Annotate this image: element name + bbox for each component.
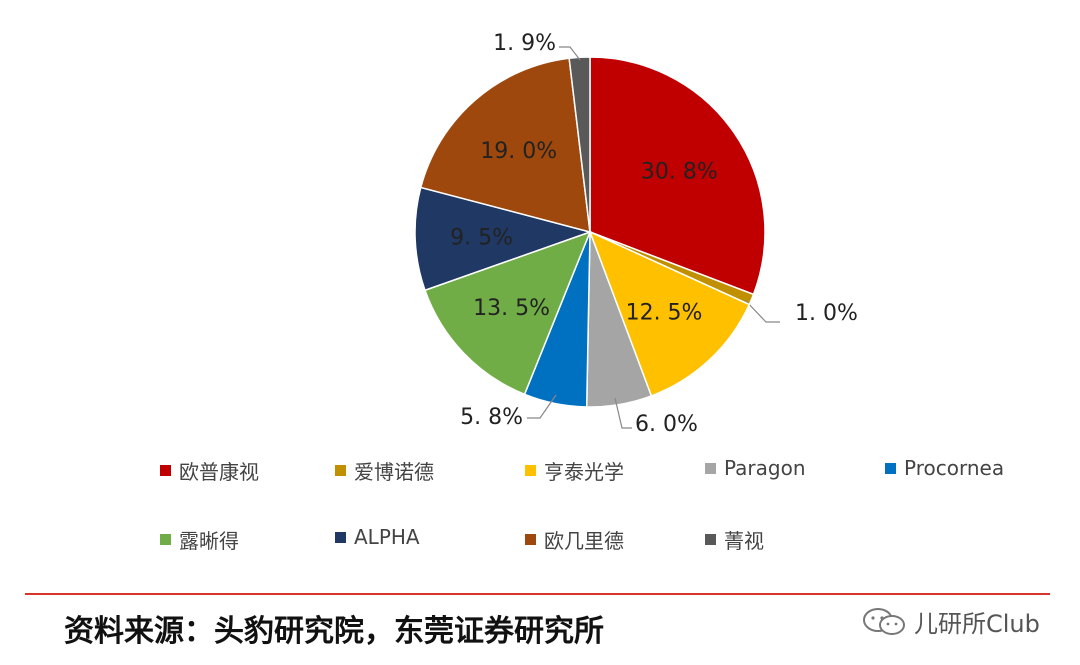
legend-label: 欧普康视: [179, 460, 259, 484]
slice-label-7: 9. 5%: [450, 225, 513, 250]
pie-slice-6: [424, 230, 592, 396]
pie-slice-7: [414, 186, 593, 292]
legend-item: 露晰得: [160, 525, 239, 554]
slice-label-9: 1. 9%: [493, 31, 556, 56]
pie-slice-1: [589, 56, 766, 296]
legend-item: 欧几里德: [525, 525, 624, 554]
legend-item: Paragon: [705, 456, 806, 480]
pie-slice-8: [419, 57, 591, 234]
pie-slice-9: [568, 56, 591, 233]
legend-swatch: [160, 465, 171, 476]
legend-item: 爱博诺德: [335, 456, 434, 485]
legend-swatch: [885, 462, 896, 474]
watermark-text: 儿研所Club: [914, 610, 1040, 638]
leader-line-9: [559, 46, 581, 61]
legend-swatch: [160, 534, 171, 545]
legend-item: 欧普康视: [160, 456, 259, 485]
legend-label: 欧几里德: [544, 529, 624, 553]
legend-item: ALPHA: [335, 525, 420, 549]
legend-label: Procornea: [904, 456, 1005, 480]
legend-label: 爱博诺德: [354, 460, 434, 484]
slice-label-8: 19. 0%: [480, 139, 557, 164]
legend-label: ALPHA: [354, 525, 420, 549]
legend-label: 菁视: [724, 529, 764, 553]
pie-chart: 30. 8% 1. 0% 12. 5% 6. 0% 5. 8% 13. 5% 9. 5% 19…: [140, 31, 1040, 558]
source-note: 资料来源：头豹研究院，东莞证券研究所: [64, 614, 604, 649]
pie-slice-3: [588, 230, 751, 397]
slice-label-4: 6. 0%: [635, 412, 698, 437]
legend-label: 露晰得: [179, 529, 239, 553]
leader-line-4: [614, 397, 632, 429]
divider: [25, 593, 1050, 595]
slice-label-5: 5. 8%: [460, 405, 523, 430]
legend-item: 亨泰光学: [525, 456, 624, 485]
legend-item: Procornea: [885, 456, 1004, 480]
slice-label-2: 1. 0%: [795, 301, 858, 326]
leader-line-5: [527, 394, 557, 419]
pie-chart-svg: 30. 8% 1. 0% 12. 5% 6. 0% 5. 8% 13. 5% 9. 5% 19…: [414, 31, 858, 437]
legend-swatch: [705, 534, 716, 545]
slice-label-6: 13. 5%: [473, 296, 550, 321]
slice-label-1: 30. 8%: [641, 159, 718, 184]
leader-line-2: [744, 299, 780, 323]
legend-swatch: [335, 531, 346, 543]
legend-label: 亨泰光学: [544, 460, 624, 484]
legend-swatch: [335, 465, 346, 476]
legend: 欧普康视 爱博诺德 亨泰光学 Paragon Procornea 露晰得 ALPHA 欧几里德…: [140, 448, 1040, 558]
wechat-icon: [863, 607, 905, 635]
legend-label: Paragon: [724, 456, 806, 480]
legend-swatch: [525, 465, 536, 476]
slice-label-3: 12. 5%: [626, 300, 703, 325]
legend-item: 菁视: [705, 525, 764, 554]
legend-swatch: [525, 534, 536, 545]
legend-swatch: [705, 462, 716, 474]
watermark: 儿研所Club: [860, 604, 1040, 639]
